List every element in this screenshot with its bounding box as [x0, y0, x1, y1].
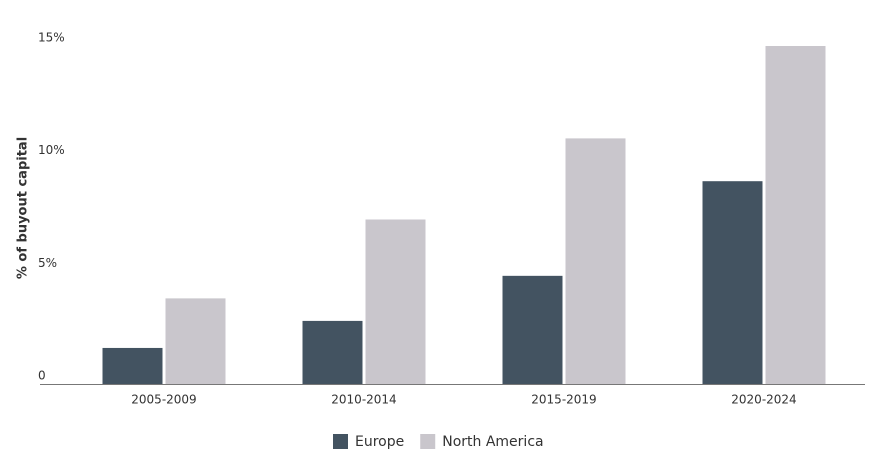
bar: [502, 275, 563, 384]
bar: [302, 320, 363, 384]
bar: [565, 138, 626, 384]
x-tick-label: 2010-2014: [331, 393, 396, 407]
bar: [102, 347, 163, 384]
y-tick-label: 5%: [38, 256, 57, 270]
bar: [765, 46, 826, 384]
x-tick-label: 2015-2019: [531, 393, 596, 407]
legend-swatch: [420, 434, 436, 449]
bar: [165, 298, 226, 384]
y-tick-label: 0: [38, 369, 46, 383]
legend-swatch: [333, 434, 348, 449]
y-tick-label: 15%: [38, 31, 65, 45]
legend-label: Europe: [355, 434, 404, 450]
y-axis-title: % of buyout capital: [16, 137, 31, 279]
y-tick-label: 10%: [38, 143, 65, 157]
legend-label: North America: [442, 434, 543, 450]
bar: [702, 181, 763, 384]
x-tick-label: 2005-2009: [131, 393, 196, 407]
bar: [365, 219, 426, 384]
x-tick-label: 2020-2024: [731, 393, 796, 407]
